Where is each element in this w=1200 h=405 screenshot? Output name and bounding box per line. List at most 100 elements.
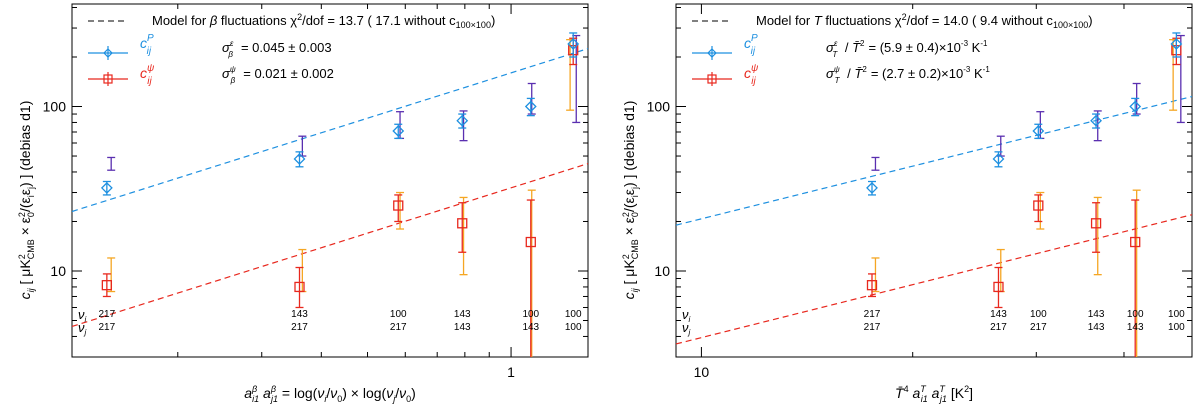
left-legend-psi-square-icon (103, 74, 113, 84)
left-diamond-marker (524, 100, 537, 113)
right-legend-psi-label: cψ ij (744, 63, 759, 87)
right-legend: Model for T fluctuations χ2/dof = 14.0 (… (692, 12, 1093, 87)
left-point-red (457, 202, 468, 253)
left-freq-i: 217 (99, 309, 116, 320)
left-nu-j-label: νj (78, 320, 87, 337)
right-model-line-blue (675, 95, 1193, 226)
left-y-tick-label: 100 (43, 99, 67, 115)
right-sigma-psi: σψ T / T̄2 = (2.7 ± 0.2)×10-3 K-1 (826, 65, 990, 85)
left-point-orange (527, 189, 536, 357)
right-point-orange (871, 257, 880, 293)
left-axis-ticks (72, 4, 588, 358)
left-sigma-eps: σε β = 0.045 ± 0.003 (222, 39, 332, 59)
left-freq-j: 143 (522, 322, 539, 333)
right-diamond-marker (1129, 100, 1142, 113)
left-freq-j: 143 (454, 322, 471, 333)
left-diamond-marker (293, 153, 306, 165)
left-square-marker (457, 218, 468, 229)
left-sigma-psi: σψ β = 0.021 ± 0.002 (222, 65, 334, 85)
right-nu-j-label: νj (682, 320, 691, 337)
right-point-red (1090, 202, 1102, 253)
left-point-blue (524, 97, 537, 117)
right-point-orange (1093, 196, 1102, 276)
right-square-marker (993, 281, 1004, 293)
right-y-tick-label: 10 (654, 263, 670, 279)
right-diamond-marker (1032, 125, 1045, 137)
left-square-marker (294, 281, 305, 293)
left-freq-i: 100 (565, 309, 582, 320)
right-freq-j: 217 (990, 322, 1007, 333)
left-point-red (294, 266, 305, 309)
right-point-red (866, 273, 878, 298)
left-tick-labels: 10 100 1 (43, 99, 516, 380)
left-point-blue (456, 113, 469, 129)
right-point-purple (1093, 110, 1102, 142)
left-point-orange (396, 191, 405, 230)
right-legend-P-label: cP ij (744, 33, 758, 57)
left-point-purple (459, 110, 468, 142)
right-freq-i: 100 (1030, 309, 1047, 320)
right-point-blue (866, 180, 878, 196)
right-diamond-marker (1170, 38, 1183, 50)
right-square-marker (1130, 236, 1141, 248)
left-square-marker (101, 280, 113, 291)
right-freq-j: 143 (1088, 322, 1105, 333)
right-diamond-marker (1090, 114, 1102, 127)
right-point-blue (1170, 32, 1183, 58)
left-freq-j: 100 (565, 322, 582, 333)
left-freq-j: 217 (99, 322, 116, 333)
right-square-marker (866, 280, 878, 291)
left-legend-model-label: Model for β fluctuations χ2/dof = 13.7 (… (152, 12, 495, 30)
left-point-red (525, 199, 536, 357)
left-freq-j: 217 (390, 322, 407, 333)
right-legend-psi-square-icon (707, 74, 717, 84)
right-point-red (993, 266, 1004, 309)
left-x-tick-label: 1 (507, 364, 515, 380)
right-point-orange (1132, 189, 1141, 357)
left-model-line-red (71, 162, 589, 328)
left-x-axis-label: aβ i1 aβ j1 = log(νi/ν0) × log(νj/ν0) (244, 384, 416, 404)
left-freq-i: 100 (522, 309, 539, 320)
left-freq-i: 143 (291, 309, 308, 320)
left-point-blue (100, 180, 113, 196)
left-plot-frame (71, 3, 589, 358)
left-point-purple (107, 156, 116, 171)
right-legend-P-diamond-icon (707, 48, 717, 58)
right-axis-ticks (676, 4, 1193, 358)
right-point-blue (1032, 123, 1045, 140)
left-nu-i-label: νi (78, 307, 87, 324)
right-tick-labels: 10 100 10 (647, 99, 710, 380)
left-point-blue (392, 123, 405, 140)
left-legend-P-label: cP ij (140, 33, 154, 57)
right-freq-i: 100 (1168, 309, 1185, 320)
left-y-tick-label: 10 (50, 263, 66, 279)
left-point-red (101, 273, 113, 298)
left-square-marker (393, 200, 404, 211)
right-legend-model-label: Model for T fluctuations χ2/dof = 14.0 (… (756, 12, 1093, 30)
right-diamond-marker (866, 181, 878, 194)
right-point-purple (871, 156, 880, 171)
left-freq-i: 100 (390, 309, 407, 320)
right-sigma-eps: σε T / T̄2 = (5.9 ± 0.4)×10-3 K-1 (826, 39, 988, 59)
right-y-tick-label: 100 (647, 99, 671, 115)
left-legend-P-diamond-icon (103, 48, 113, 58)
left-data-points (100, 32, 581, 357)
left-point-red (393, 194, 404, 223)
right-point-red (1033, 194, 1044, 223)
left-legend-psi-label: cψ ij (140, 63, 155, 87)
left-point-orange (459, 196, 468, 276)
right-point-orange (1036, 191, 1045, 230)
right-plot-frame (675, 3, 1193, 358)
left-model-lines (71, 48, 589, 328)
right-point-blue (992, 151, 1005, 168)
right-point-blue (1090, 113, 1102, 129)
left-diamond-marker (456, 114, 469, 127)
right-freq-j: 100 (1168, 322, 1185, 333)
left-point-blue (293, 151, 306, 168)
right-freq-i: 100 (1127, 309, 1144, 320)
